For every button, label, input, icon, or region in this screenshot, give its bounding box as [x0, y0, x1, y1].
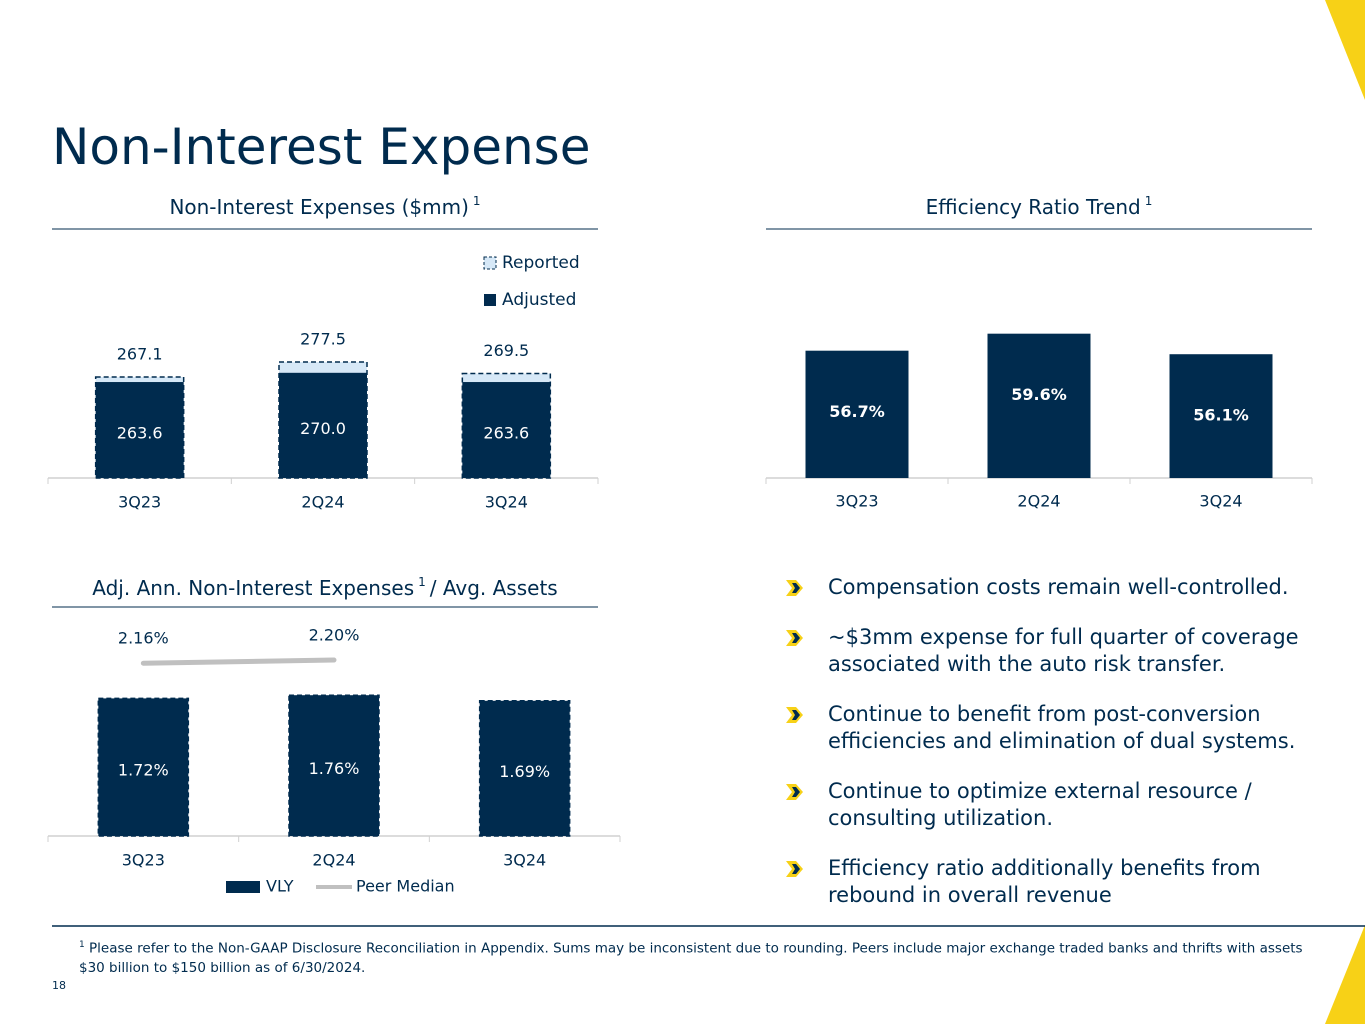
data-label: 263.6: [117, 424, 163, 443]
bullet-icon: [786, 580, 803, 596]
bar: [478, 700, 571, 837]
bullet-text: ~$3mm expense for full quarter of covera…: [828, 625, 1299, 676]
x-tick-label: 3Q23: [835, 492, 878, 511]
chart-title-text: Adj. Ann. Non-Interest Expenses: [92, 576, 414, 600]
data-label: 56.7%: [829, 402, 885, 421]
line: [140, 657, 337, 666]
bullet-text: Continue to optimize external resource /…: [828, 779, 1252, 830]
corner-accent: [1325, 925, 1365, 1024]
x-tick-label: 3Q23: [118, 493, 161, 512]
x-tick-label: 3Q24: [503, 851, 546, 870]
data-label: 277.5: [300, 330, 346, 349]
bullet-icon: [786, 861, 803, 877]
data-label: 263.6: [483, 424, 529, 443]
chart-title-note: 1: [1145, 194, 1153, 208]
data-label: 1.72%: [118, 761, 169, 780]
legend-label: Adjusted: [502, 290, 576, 310]
data-label: 270.0: [300, 419, 346, 438]
data-label: 56.1%: [1193, 406, 1249, 425]
bar: [288, 694, 380, 837]
chart-title-text: Efficiency Ratio Trend: [926, 195, 1141, 219]
x-tick-label: 2Q24: [301, 493, 344, 512]
bar: [97, 697, 190, 837]
legend-swatch: [226, 881, 260, 893]
x-tick-label: 3Q23: [122, 851, 165, 870]
chart-title-note: 1: [418, 575, 426, 589]
x-tick-label: 3Q24: [1199, 492, 1242, 511]
bullet-icon: [786, 630, 803, 646]
chart-title-text: Non-Interest Expenses ($mm): [169, 195, 468, 219]
page-number: 18: [52, 979, 66, 992]
slide-title: Non-Interest Expense: [52, 118, 591, 176]
corner-accent: [1325, 0, 1365, 100]
bullet-text: Efficiency ratio additionally benefits f…: [828, 856, 1261, 907]
bullet-icon: [786, 784, 803, 800]
x-tick-label: 2Q24: [1017, 492, 1060, 511]
bullet: Efficiency ratio additionally benefits f…: [786, 855, 1326, 909]
bar: [95, 382, 184, 478]
bullet: ~$3mm expense for full quarter of covera…: [786, 624, 1326, 678]
chart-title: Non-Interest Expenses ($mm) 1: [169, 194, 480, 219]
chart-title: Efficiency Ratio Trend 1: [926, 194, 1153, 219]
bullet-list: Compensation costs remain well-controlle…: [786, 574, 1326, 932]
legend-swatch: [483, 256, 497, 270]
x-tick-label: 2Q24: [312, 851, 355, 870]
bar: [279, 372, 367, 478]
bullet-text: Compensation costs remain well-controlle…: [828, 575, 1289, 599]
legend-label: VLY: [266, 877, 294, 896]
data-label: 1.76%: [309, 759, 360, 778]
bar: [987, 333, 1091, 478]
data-label: 267.1: [117, 344, 163, 363]
data-label: 59.6%: [1011, 385, 1067, 404]
bar: [805, 350, 909, 478]
legend-label: Peer Median: [356, 877, 455, 896]
footnote-mark: 1: [79, 940, 85, 950]
footnote: 1 Please refer to the Non-GAAP Disclosur…: [79, 936, 1319, 978]
bullet: Continue to benefit from post-conversion…: [786, 701, 1326, 755]
x-tick-label: 3Q24: [485, 493, 528, 512]
bullet-icon: [786, 707, 803, 723]
bullet: Compensation costs remain well-controlle…: [786, 574, 1326, 601]
bar: [462, 382, 551, 478]
data-label: 269.5: [483, 341, 529, 360]
chart-title-suffix: / Avg. Assets: [430, 576, 558, 600]
chart-title-note: 1: [473, 194, 481, 208]
footnote-text: Please refer to the Non-GAAP Disclosure …: [79, 940, 1303, 976]
bullet-text: Continue to benefit from post-conversion…: [828, 702, 1296, 753]
data-label: 2.16%: [118, 629, 169, 648]
data-label: 1.69%: [499, 762, 550, 781]
legend-swatch: [484, 294, 496, 306]
legend-label: Reported: [502, 253, 580, 273]
data-label: 2.20%: [309, 626, 360, 645]
chart-title: Adj. Ann. Non-Interest Expenses 1 / Avg. A…: [92, 575, 557, 600]
bar: [1169, 354, 1273, 478]
bullet: Continue to optimize external resource /…: [786, 778, 1326, 832]
